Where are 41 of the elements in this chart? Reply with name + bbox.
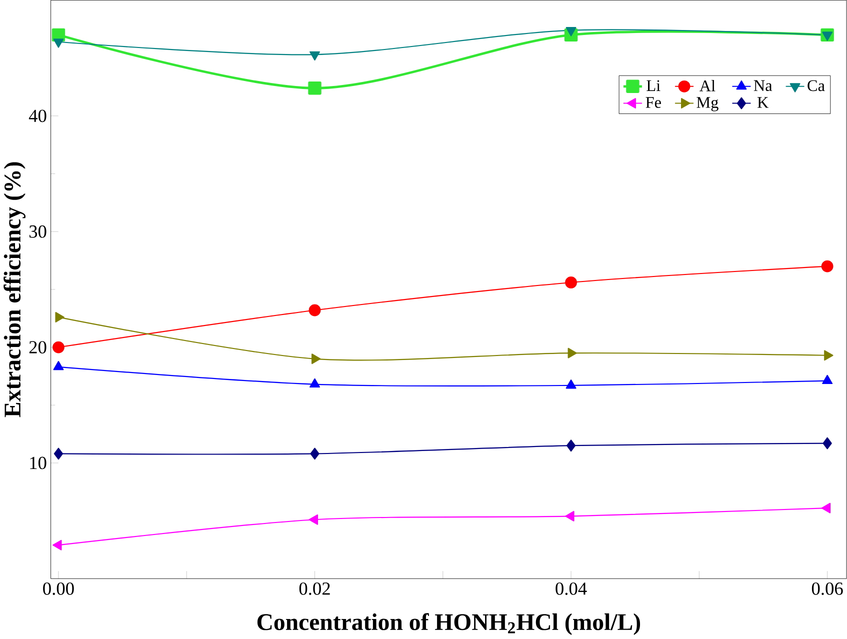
point [565, 276, 577, 289]
point [308, 304, 321, 316]
legend-label: K [757, 97, 769, 108]
point [568, 348, 577, 358]
point [52, 540, 62, 551]
point [822, 32, 833, 42]
point [566, 380, 576, 389]
legend-label: Na [754, 80, 772, 92]
y-tick-label: 40 [28, 110, 46, 122]
x-tick-label: 0.06 [812, 582, 843, 596]
legend-label: Ca [808, 80, 825, 92]
y-tick-label: 10 [30, 456, 46, 470]
legend-label: Li [646, 80, 660, 92]
x-axis-title: Concentration of HONH$_{2}$HCl (mol/L) [257, 613, 640, 636]
point [566, 440, 576, 452]
x-tick-label: 0.04 [556, 582, 587, 596]
point [308, 82, 322, 95]
x-tick-label: 0.02 [299, 582, 330, 596]
point [53, 38, 64, 48]
point [821, 503, 831, 514]
legend-label: Al [700, 80, 716, 92]
legend-label: Mg [696, 97, 718, 112]
x-tick-label: 0.00 [43, 582, 74, 596]
y-tick-label: 30 [29, 226, 46, 238]
point [821, 260, 834, 272]
point [52, 342, 64, 354]
point [824, 350, 834, 361]
point [55, 312, 64, 323]
point [565, 511, 574, 522]
point [54, 448, 64, 460]
point [53, 361, 64, 370]
legend-label: Fe [646, 97, 661, 108]
point [566, 27, 576, 36]
point [310, 448, 320, 460]
point [822, 438, 832, 450]
y-axis-title: Extraction efficiency (%) [4, 162, 26, 418]
point [310, 52, 320, 61]
y-tick-label: 20 [29, 341, 46, 354]
point [312, 354, 321, 364]
point [310, 378, 320, 388]
point [822, 375, 833, 384]
